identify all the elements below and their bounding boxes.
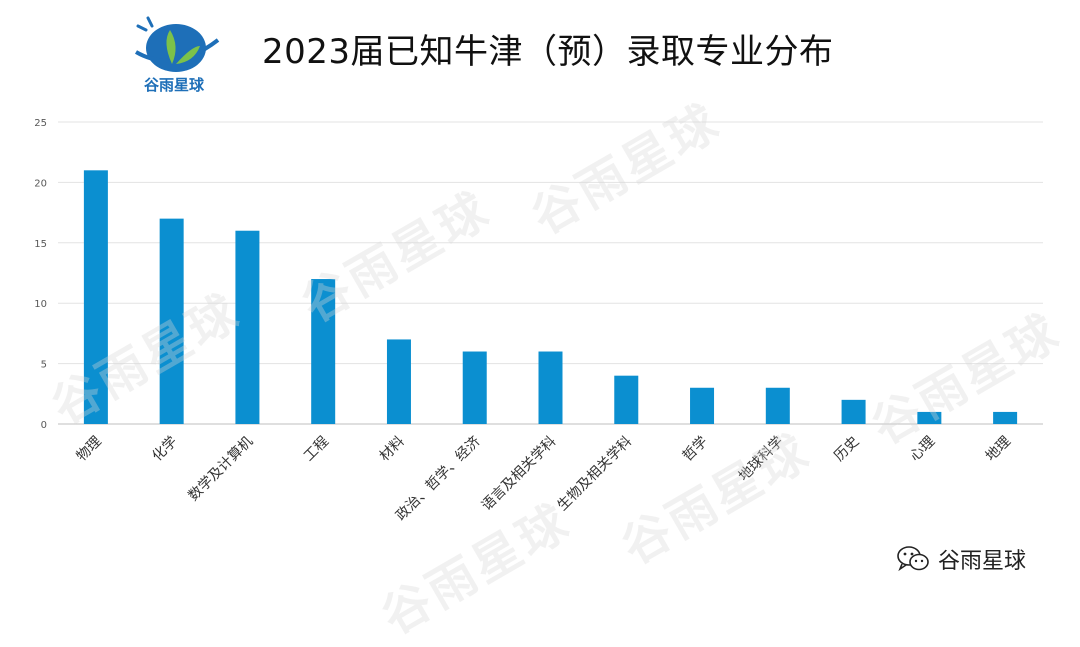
x-tick-label: 哲学 xyxy=(680,434,711,465)
brand-footer: 谷雨星球 xyxy=(896,543,1026,575)
x-tick-label: 语言及相关学科 xyxy=(479,434,560,515)
logo-icon xyxy=(134,16,220,72)
y-tick-label: 20 xyxy=(34,178,47,189)
bar xyxy=(993,411,1018,424)
bar xyxy=(917,411,942,424)
y-tick-label: 5 xyxy=(41,360,47,371)
bar xyxy=(841,399,866,424)
x-tick-label: 生物及相关学科 xyxy=(554,434,635,515)
x-tick-label: 物理 xyxy=(74,434,105,465)
x-tick-label: 数学及计算机 xyxy=(186,434,257,505)
bar xyxy=(765,387,790,424)
x-tick-label: 化学 xyxy=(149,434,180,465)
x-tick-label: 地球科学 xyxy=(736,434,787,485)
bar xyxy=(690,387,715,424)
bar xyxy=(386,339,411,424)
x-tick-label: 心理 xyxy=(907,434,938,465)
x-tick-label: 材料 xyxy=(377,434,408,465)
brand-name: 谷雨星球 xyxy=(938,549,1027,574)
bar xyxy=(159,218,184,424)
x-tick-label: 历史 xyxy=(831,434,862,465)
y-tick-label: 25 xyxy=(34,118,47,129)
wechat-icon xyxy=(897,546,929,572)
page-title: 2023届已知牛津（预）录取专业分布 xyxy=(262,32,834,72)
x-tick-label: 政治、哲学、经济 xyxy=(393,434,484,525)
y-tick-label: 10 xyxy=(34,299,47,310)
y-tick-label: 0 xyxy=(41,420,47,431)
logo: 谷雨星球 xyxy=(126,12,222,96)
x-tick-label: 工程 xyxy=(301,434,332,465)
bar xyxy=(311,279,336,424)
bar-chart: 0 5 10 15 20 25 物理 化学 数学及计算机 工程 材料政治、哲学、经济语言及相关学科生… xyxy=(34,118,1043,525)
logo-text: 谷雨星球 xyxy=(143,76,204,94)
bar xyxy=(614,375,639,424)
bar xyxy=(83,170,108,424)
y-tick-label: 15 xyxy=(34,239,47,250)
bar xyxy=(538,351,563,424)
bar xyxy=(462,351,487,424)
bar xyxy=(235,230,260,424)
x-tick-label: 地理 xyxy=(983,434,1014,465)
